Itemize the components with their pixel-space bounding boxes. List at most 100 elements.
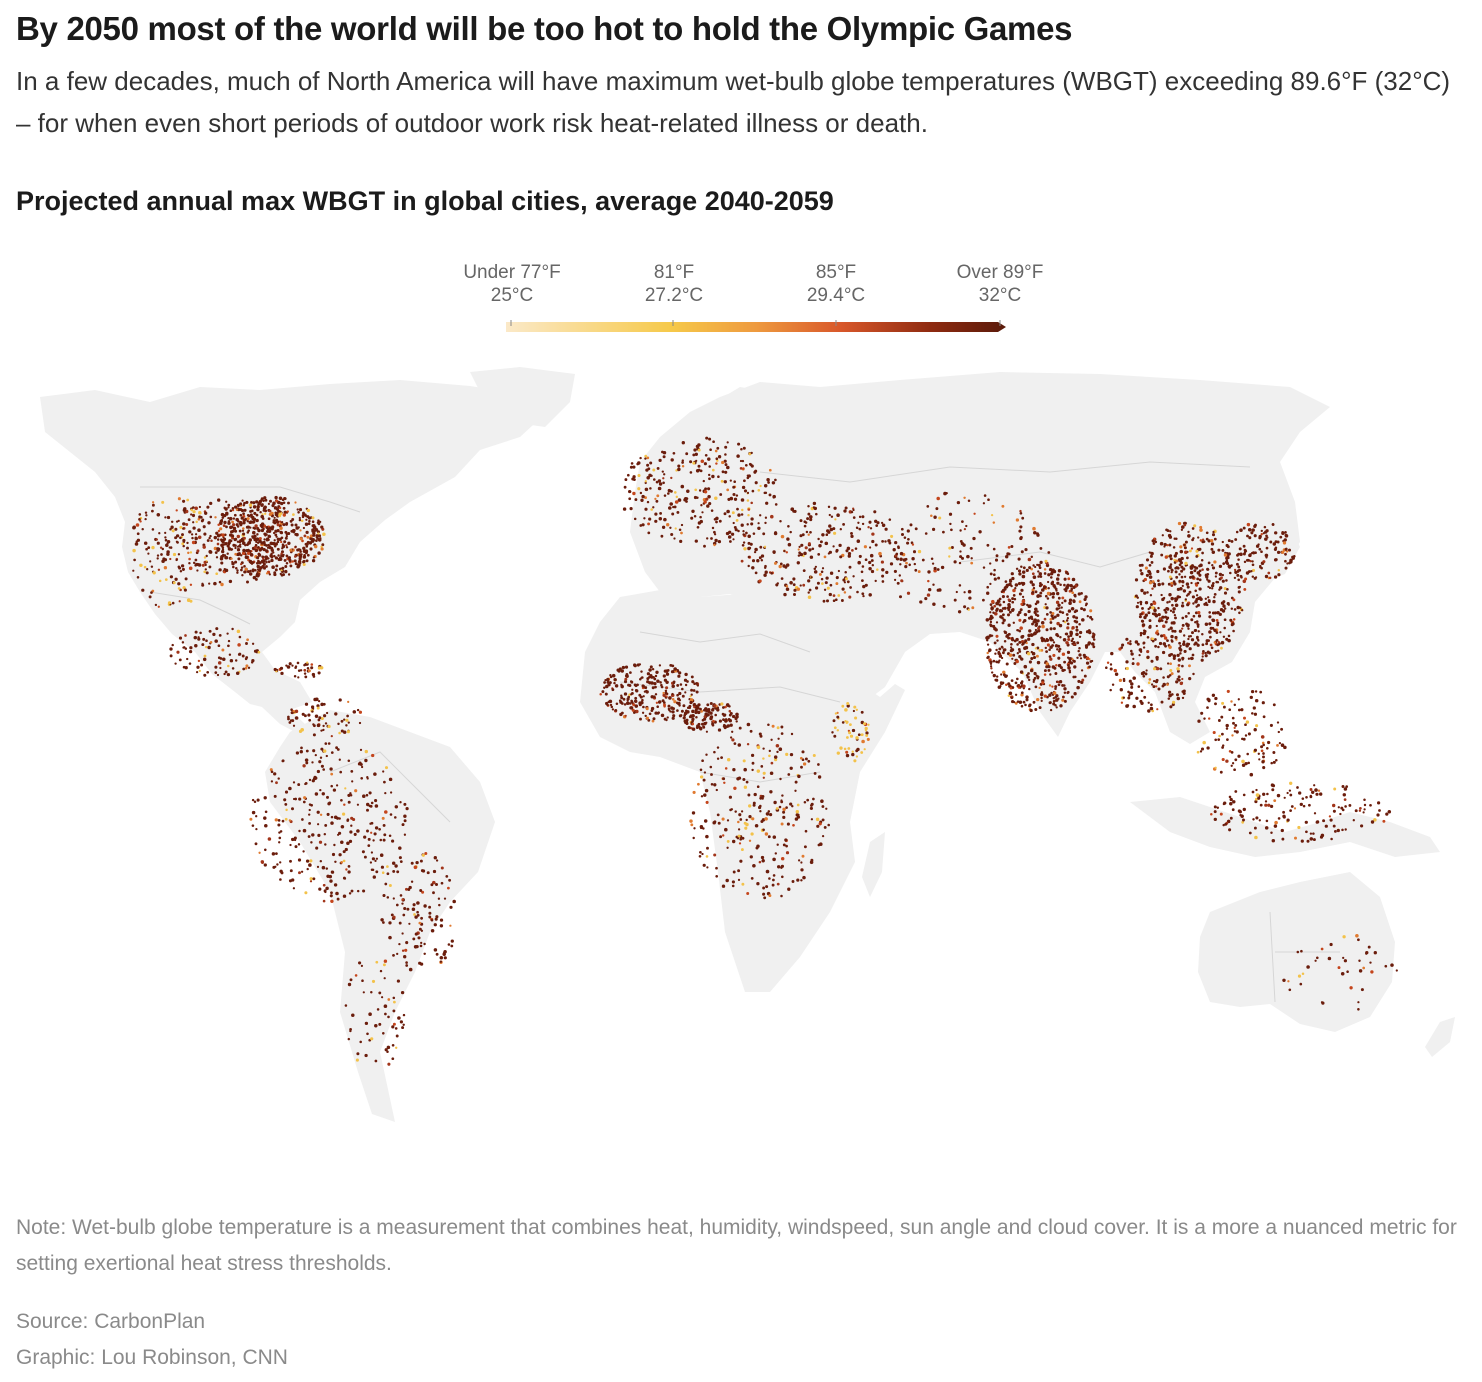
city-dot — [1068, 601, 1072, 605]
city-dot — [374, 799, 378, 803]
city-dot — [764, 817, 768, 821]
city-dot — [1231, 808, 1235, 812]
city-dot — [1019, 656, 1023, 660]
city-dot — [772, 496, 775, 499]
city-dot — [200, 663, 204, 667]
city-dot — [1043, 694, 1047, 698]
city-dot — [1084, 644, 1089, 648]
city-dot — [1021, 574, 1026, 579]
city-dot — [660, 713, 665, 718]
city-dot — [205, 571, 209, 575]
city-dot — [820, 570, 824, 574]
city-dot — [711, 468, 715, 472]
city-dot — [670, 476, 673, 480]
city-dot — [774, 503, 778, 506]
city-dot — [865, 734, 869, 737]
city-dot — [349, 794, 353, 797]
city-dot — [1140, 588, 1144, 593]
city-dot — [1197, 536, 1200, 539]
city-dot — [254, 568, 257, 572]
city-dot — [1181, 601, 1184, 605]
city-dot — [604, 692, 608, 696]
city-dot — [1280, 727, 1284, 731]
city-dot — [1159, 617, 1162, 620]
city-dot — [392, 996, 396, 1000]
city-dot — [729, 808, 732, 812]
city-dot — [763, 573, 767, 577]
city-dot — [669, 526, 672, 529]
city-dot — [1221, 548, 1225, 552]
city-dot — [993, 568, 996, 572]
city-dot — [1220, 601, 1225, 605]
city-dot — [776, 865, 781, 869]
city-dot — [384, 766, 389, 770]
city-dot — [1156, 629, 1159, 632]
city-dot — [240, 562, 243, 566]
city-dot — [1051, 595, 1055, 599]
city-dot — [310, 841, 313, 844]
city-dot — [1041, 588, 1045, 592]
city-dot — [1183, 524, 1187, 527]
city-dot — [289, 548, 293, 552]
city-dot — [764, 832, 769, 836]
city-dot — [223, 506, 226, 510]
city-dot — [646, 716, 649, 720]
city-dot — [782, 810, 786, 814]
city-dot — [1146, 655, 1150, 659]
city-dot — [309, 547, 313, 551]
city-dot — [1301, 797, 1305, 800]
city-dot — [1221, 757, 1225, 762]
city-dot — [1207, 561, 1211, 565]
city-dot — [986, 639, 989, 642]
city-dot — [654, 512, 658, 516]
city-dot — [701, 722, 704, 726]
city-dot — [1155, 666, 1160, 671]
city-dot — [1065, 632, 1069, 636]
city-dot — [383, 833, 387, 837]
city-dot — [215, 627, 219, 631]
city-dot — [1205, 537, 1209, 541]
city-dot — [691, 722, 695, 726]
city-dot — [924, 597, 928, 601]
city-dot — [1089, 615, 1093, 619]
city-dot — [747, 541, 751, 545]
city-dot — [770, 738, 773, 741]
city-dot — [179, 536, 182, 540]
city-dot — [226, 552, 229, 555]
city-dot — [1143, 629, 1146, 632]
city-dot — [389, 791, 393, 794]
city-dot — [1233, 768, 1236, 772]
city-dot — [1136, 662, 1140, 666]
city-dot — [1240, 708, 1244, 712]
city-dot — [1187, 642, 1191, 646]
city-dot — [1230, 700, 1233, 703]
city-dot — [693, 682, 696, 685]
city-dot — [283, 798, 287, 802]
city-dot — [413, 913, 416, 916]
chart-title: Projected annual max WBGT in global citi… — [16, 186, 834, 216]
city-dot — [374, 804, 379, 808]
city-dot — [316, 810, 320, 814]
city-dot — [606, 703, 609, 707]
city-dot — [1238, 611, 1241, 615]
city-dot — [1260, 532, 1263, 536]
city-dot — [1051, 612, 1055, 615]
city-dot — [1048, 684, 1052, 687]
city-dot — [752, 801, 756, 805]
city-dot — [832, 599, 836, 603]
city-dot — [1319, 792, 1323, 796]
city-dot — [834, 518, 837, 521]
city-dot — [769, 790, 773, 794]
city-dot — [707, 710, 711, 714]
city-dot — [740, 559, 744, 563]
city-dot — [993, 641, 997, 645]
city-dot — [633, 478, 636, 481]
city-dot — [1011, 636, 1014, 640]
city-dot — [900, 532, 905, 537]
city-dot — [852, 516, 856, 519]
city-dot — [830, 515, 834, 518]
city-dot — [1018, 700, 1023, 704]
city-dot — [231, 667, 235, 670]
city-dot — [670, 532, 674, 537]
city-dot — [264, 555, 269, 559]
